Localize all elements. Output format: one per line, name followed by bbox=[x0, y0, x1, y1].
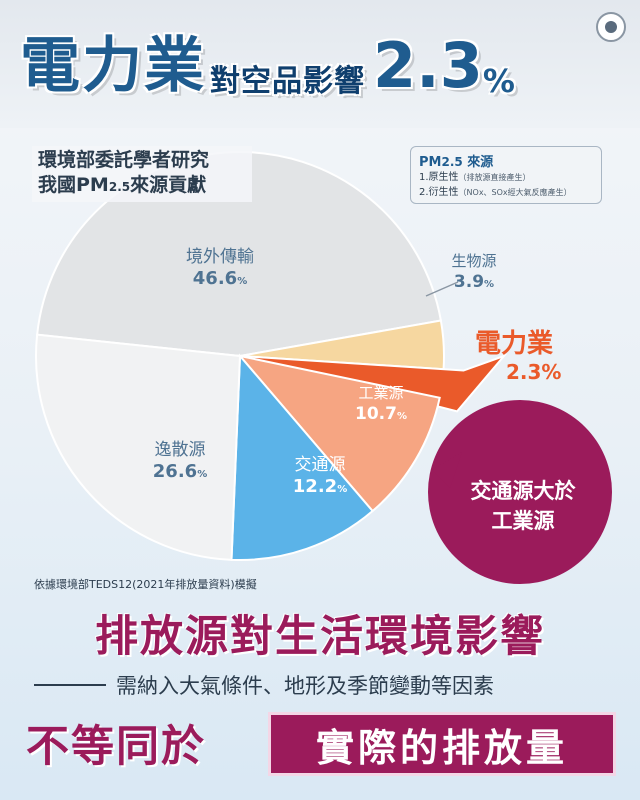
pie-value-0: 46.6% bbox=[193, 268, 247, 289]
traffic-vs-industry-bubble-text: 交通源大於 工業源 bbox=[448, 476, 598, 536]
title-sub: 對空品影響 bbox=[210, 64, 365, 99]
chart-subtitle-suffix: 來源貢獻 bbox=[130, 174, 207, 196]
pie-value-4: 12.2% bbox=[293, 476, 347, 497]
source-title-subscript: 2.5 bbox=[441, 155, 463, 169]
bottom-headline: 排放源對生活環境影響 bbox=[95, 612, 545, 662]
bubble-line1: 交通源大於 bbox=[470, 479, 576, 503]
pie-value-5: 26.6% bbox=[153, 461, 207, 482]
source-legend-title: PM2.5 來源 bbox=[419, 151, 593, 170]
power-sector-callout-value: 2.3% bbox=[506, 360, 562, 384]
source-item-primary: 1.原生性（排放源直接產生） bbox=[419, 170, 593, 185]
source-title-prefix: PM bbox=[419, 155, 442, 170]
source-item2-note: （NOx、SOx經大氣反應產生） bbox=[458, 188, 572, 197]
pie-label-3: 工業源 bbox=[358, 384, 403, 402]
bottom-left-text: 不等同於 bbox=[26, 722, 206, 772]
data-source-footnote: 依據環境部TEDS12(2021年排放量資料)模擬 bbox=[34, 578, 257, 591]
subline-dash bbox=[34, 684, 106, 686]
page-title: 電力業 對空品影響 2.3 % bbox=[20, 18, 515, 114]
source-item2-label: 2.衍生性 bbox=[419, 187, 459, 198]
pie-slice-4 bbox=[230, 353, 375, 561]
chart-subtitle-line1: 環境部委託學者研究 bbox=[38, 149, 210, 171]
pie-label-4: 交通源 bbox=[295, 455, 346, 475]
callout-bubble-tail bbox=[432, 452, 462, 488]
bubble-line2: 工業源 bbox=[491, 509, 555, 533]
pie-value-1: 3.9% bbox=[454, 272, 494, 292]
bottom-subline: 需納入大氣條件、地形及季節變動等因素 bbox=[34, 670, 614, 700]
chart-subtitle: 環境部委託學者研究 我國PM2.5來源貢獻 bbox=[32, 146, 252, 202]
pie-slice-3 bbox=[237, 354, 441, 513]
title-main: 電力業 bbox=[20, 31, 206, 101]
bio-source-leader-line bbox=[425, 281, 459, 297]
pie-slice-5 bbox=[35, 333, 242, 561]
source-item-secondary: 2.衍生性（NOx、SOx經大氣反應產生） bbox=[419, 185, 593, 200]
source-title-suffix: 來源 bbox=[462, 155, 494, 170]
pie-label-1: 生物源 bbox=[451, 252, 496, 270]
source-item1-label: 1.原生性 bbox=[419, 172, 459, 183]
callout-bubble bbox=[428, 400, 612, 584]
title-value: 2.3 bbox=[373, 29, 483, 102]
pm25-source-legend: PM2.5 來源 1.原生性（排放源直接產生） 2.衍生性（NOx、SOx經大氣… bbox=[410, 146, 602, 204]
header-band bbox=[0, 0, 640, 128]
pie-label-5: 逸散源 bbox=[155, 440, 206, 460]
chart-subtitle-subscript: 2.5 bbox=[108, 180, 131, 194]
chart-subtitle-prefix: 我國PM bbox=[38, 174, 109, 196]
bottom-highlight-box: 實際的排放量 bbox=[268, 712, 616, 776]
title-percent: % bbox=[482, 62, 515, 100]
source-item1-note: （排放源直接產生） bbox=[458, 173, 531, 182]
chart-subtitle-line2: 我國PM2.5來源貢獻 bbox=[38, 173, 246, 200]
pie-value-3: 10.7% bbox=[355, 404, 407, 424]
government-logo-icon bbox=[596, 12, 626, 42]
subline-text: 需納入大氣條件、地形及季節變動等因素 bbox=[116, 674, 494, 698]
power-sector-callout-label: 電力業 bbox=[475, 329, 554, 359]
pie-label-0: 境外傳輸 bbox=[186, 247, 254, 267]
